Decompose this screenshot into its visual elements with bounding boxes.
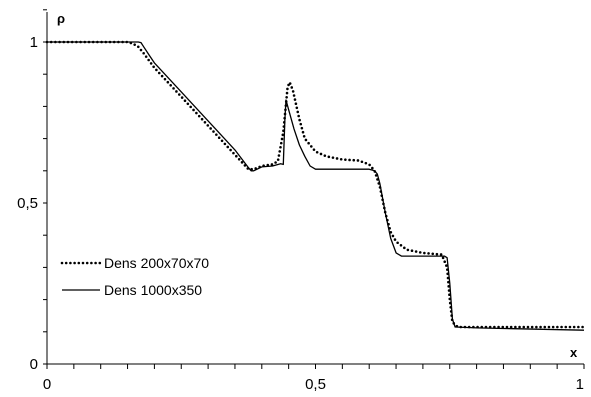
axes xyxy=(46,12,584,365)
legend-label-2: Dens 1000x350 xyxy=(104,282,202,298)
x-tick-label: 0,5 xyxy=(305,376,326,393)
y-tick-label: 0 xyxy=(30,356,38,373)
legend-label-1: Dens 200x70x70 xyxy=(104,255,209,271)
series-lines xyxy=(45,40,586,331)
legend: Dens 200x70x70 Dens 1000x350 xyxy=(60,255,209,298)
axis-ticks: 0 0,5 1 0 0,5 1 xyxy=(17,9,585,393)
series-line-1 xyxy=(45,40,586,329)
y-axis-title: ρ xyxy=(57,11,65,26)
y-tick-label: 0,5 xyxy=(17,195,38,212)
x-axis-title: x xyxy=(570,345,578,360)
x-tick-label: 1 xyxy=(576,376,584,393)
series-line-2 xyxy=(47,41,585,331)
y-tick-label: 1 xyxy=(30,34,38,51)
x-tick-label: 0 xyxy=(43,376,51,393)
